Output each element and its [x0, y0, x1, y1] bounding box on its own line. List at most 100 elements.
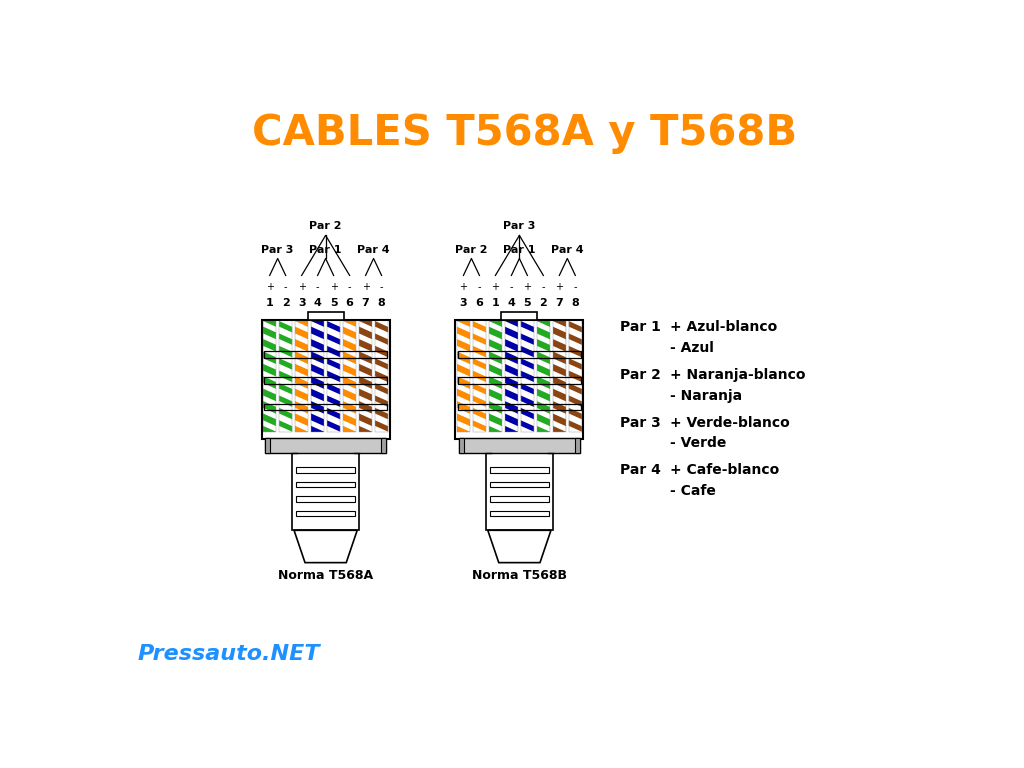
Polygon shape [280, 321, 292, 333]
Text: -: - [348, 283, 351, 293]
Polygon shape [280, 420, 292, 432]
Polygon shape [568, 333, 582, 345]
Polygon shape [537, 333, 550, 345]
Text: Par 2: Par 2 [456, 246, 487, 256]
Bar [488, 320, 502, 432]
Text: Par 4: Par 4 [621, 463, 662, 477]
Text: 8: 8 [571, 298, 580, 308]
Polygon shape [327, 371, 340, 382]
Text: Par 1: Par 1 [621, 320, 662, 334]
Text: 4: 4 [313, 298, 322, 308]
Bar [265, 438, 270, 453]
Text: +: + [492, 283, 500, 293]
Polygon shape [327, 333, 340, 345]
Bar [458, 404, 581, 410]
Polygon shape [263, 396, 276, 407]
Polygon shape [488, 346, 502, 357]
Text: +: + [555, 283, 563, 293]
Polygon shape [553, 420, 566, 432]
Polygon shape [280, 358, 292, 369]
Bar [296, 496, 355, 502]
Bar [458, 377, 581, 384]
Bar [537, 320, 550, 432]
Polygon shape [537, 346, 550, 357]
Text: Norma T568B: Norma T568B [472, 569, 567, 582]
Bar [264, 404, 387, 410]
Polygon shape [311, 420, 325, 432]
Polygon shape [359, 383, 372, 395]
Polygon shape [488, 321, 502, 333]
Polygon shape [488, 383, 502, 395]
Polygon shape [505, 396, 518, 407]
Bar [264, 351, 387, 358]
Polygon shape [375, 321, 388, 333]
Polygon shape [343, 346, 356, 357]
Bar [263, 320, 276, 432]
Polygon shape [375, 420, 388, 432]
Polygon shape [311, 333, 325, 345]
Polygon shape [568, 383, 582, 395]
Text: + Naranja-blanco: + Naranja-blanco [671, 368, 806, 382]
Polygon shape [375, 396, 388, 407]
Polygon shape [521, 358, 534, 369]
Polygon shape [280, 396, 292, 407]
Polygon shape [537, 321, 550, 333]
Polygon shape [327, 420, 340, 432]
Bar [262, 320, 389, 439]
Text: -: - [542, 283, 545, 293]
Polygon shape [553, 346, 566, 357]
Polygon shape [521, 408, 534, 419]
Polygon shape [343, 396, 356, 407]
Polygon shape [359, 396, 372, 407]
Text: - Azul: - Azul [671, 341, 715, 355]
Text: +: + [298, 283, 305, 293]
Polygon shape [521, 346, 534, 357]
Polygon shape [311, 371, 325, 382]
Polygon shape [327, 408, 340, 419]
Polygon shape [457, 321, 470, 333]
Text: -: - [315, 283, 319, 293]
Polygon shape [311, 346, 325, 357]
Bar [280, 320, 292, 432]
Polygon shape [375, 333, 388, 345]
Polygon shape [553, 371, 566, 382]
Polygon shape [505, 383, 518, 395]
Bar [456, 320, 584, 439]
Polygon shape [488, 420, 502, 432]
Polygon shape [473, 358, 486, 369]
Polygon shape [553, 396, 566, 407]
Text: Par 4: Par 4 [551, 246, 584, 256]
Bar [537, 320, 550, 432]
Bar [327, 320, 340, 432]
Polygon shape [343, 408, 356, 419]
Text: +: + [361, 283, 370, 293]
Polygon shape [521, 383, 534, 395]
Text: Par 3: Par 3 [261, 246, 294, 256]
Polygon shape [568, 396, 582, 407]
Polygon shape [311, 396, 325, 407]
Bar [265, 438, 386, 453]
Bar [490, 496, 549, 502]
Polygon shape [521, 371, 534, 382]
Polygon shape [327, 346, 340, 357]
Polygon shape [473, 333, 486, 345]
Polygon shape [473, 396, 486, 407]
Polygon shape [359, 321, 372, 333]
Polygon shape [343, 321, 356, 333]
Polygon shape [537, 408, 550, 419]
Text: +: + [265, 283, 273, 293]
Text: + Verde-blanco: + Verde-blanco [671, 415, 791, 429]
Bar [574, 438, 581, 453]
Bar [308, 313, 343, 320]
Polygon shape [457, 383, 470, 395]
Polygon shape [263, 321, 276, 333]
Text: - Verde: - Verde [671, 436, 727, 450]
Text: +: + [460, 283, 467, 293]
Bar [311, 320, 325, 432]
Text: Norma T568A: Norma T568A [279, 569, 373, 582]
Bar [568, 320, 582, 432]
Polygon shape [537, 420, 550, 432]
Bar [505, 320, 518, 432]
Polygon shape [327, 358, 340, 369]
Polygon shape [488, 358, 502, 369]
